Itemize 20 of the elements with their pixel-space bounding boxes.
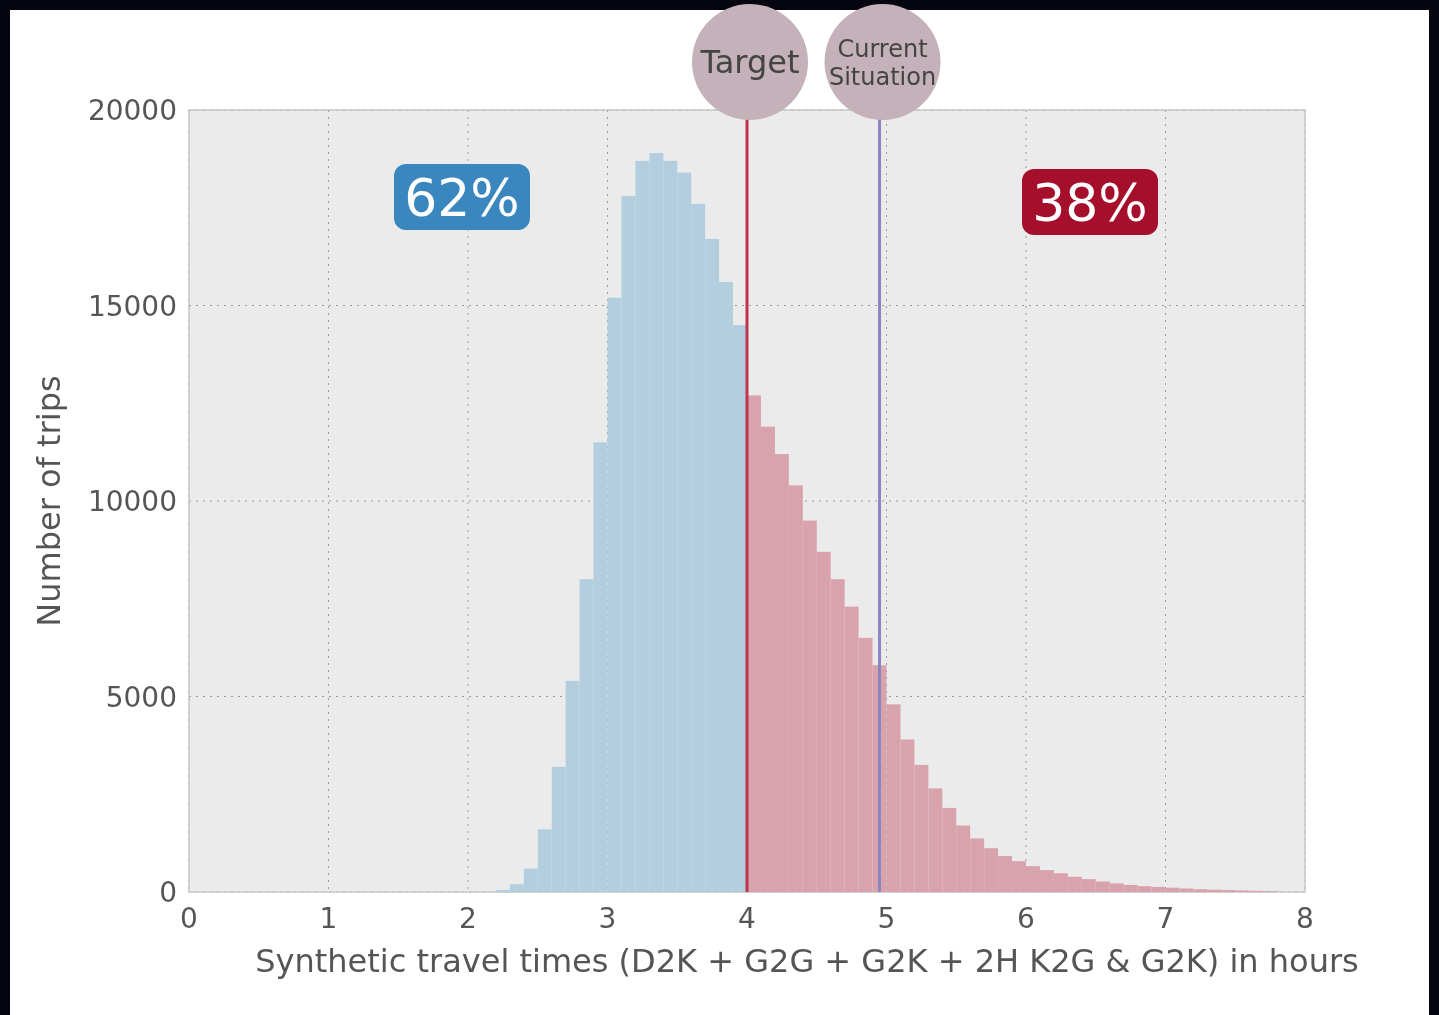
x-tick-label: 1 bbox=[319, 902, 338, 935]
x-tick-label: 6 bbox=[1017, 902, 1035, 935]
y-tick-label: 20000 bbox=[87, 94, 177, 127]
x-tick-label: 2 bbox=[459, 902, 477, 935]
annotation: 38% bbox=[1032, 173, 1148, 233]
y-tick-label: 10000 bbox=[87, 485, 177, 518]
y-tick-label: 15000 bbox=[87, 289, 177, 323]
ref-line-label: Target bbox=[699, 43, 800, 82]
x-tick-label: 3 bbox=[598, 902, 617, 935]
x-tick-label: 8 bbox=[1296, 902, 1314, 935]
x-tick-label: 0 bbox=[180, 902, 198, 935]
y-tick-label: 5000 bbox=[105, 680, 177, 714]
x-tick-label: 5 bbox=[877, 902, 896, 935]
x-tick-label: 7 bbox=[1156, 902, 1175, 935]
y-axis-title: Number of trips bbox=[30, 375, 68, 627]
annotation: 62% bbox=[404, 168, 520, 228]
x-axis-title: Synthetic travel times (D2K + G2G + G2K + 2H K2G & G2K) in hours bbox=[255, 942, 1359, 980]
x-tick-label: 4 bbox=[738, 902, 756, 935]
ref-line-label: Current Situation bbox=[828, 35, 937, 91]
y-tick-label: 0 bbox=[159, 876, 177, 909]
